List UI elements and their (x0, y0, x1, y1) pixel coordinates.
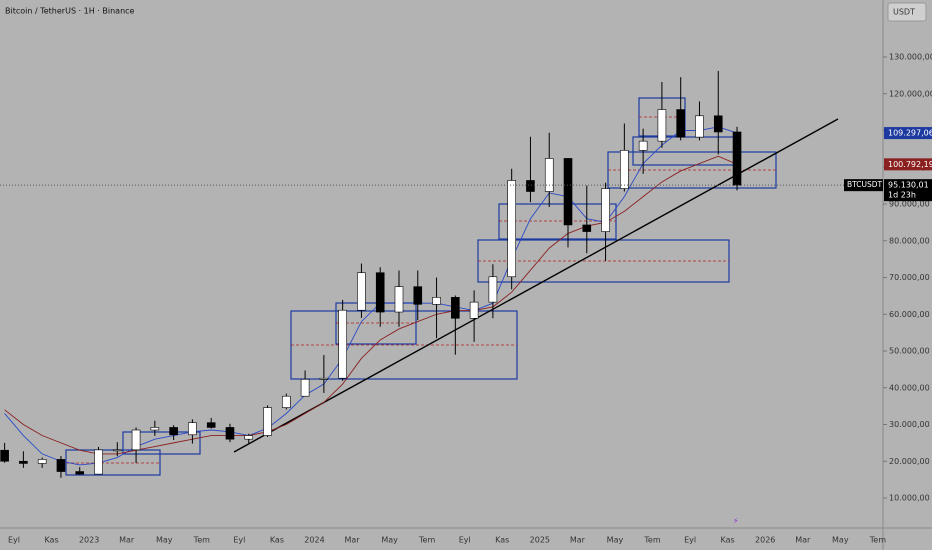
candle-body (300, 378, 310, 397)
symbol-tag (844, 179, 883, 192)
currency-label[interactable]: USDT (893, 8, 915, 17)
chart-title: Bitcoin / TetherUS · 1H · Binance (5, 7, 135, 16)
candle-body (620, 150, 629, 189)
candle-body (282, 395, 291, 408)
y-tick-label: 130.000,00 (889, 53, 932, 62)
y-tick-label: 20.000,00 (889, 457, 930, 466)
x-tick-label: Kas (495, 536, 509, 545)
candle-body (488, 276, 498, 303)
candle-body (263, 407, 272, 436)
y-tick-label: 90.000,00 (889, 200, 930, 209)
candle-body (544, 158, 554, 192)
x-tick-label: Tem (193, 536, 210, 545)
candle-body (338, 309, 347, 379)
candle-body (0, 449, 9, 462)
candle-body (206, 422, 216, 428)
x-tick-label: Mar (795, 536, 811, 545)
x-tick-label: 2024 (304, 536, 324, 545)
x-tick-label: Kas (270, 536, 284, 545)
price-tag (884, 127, 932, 140)
candle-body (244, 435, 254, 440)
symbol-label: BTCUSDT (847, 180, 883, 189)
x-tick-label: Kas (44, 536, 58, 545)
x-tick-label: Tem (418, 536, 435, 545)
candle-body (657, 109, 667, 142)
x-tick-label: 2026 (755, 536, 775, 545)
x-tick-label: Mar (119, 536, 135, 545)
x-tick-label: Eyl (233, 536, 245, 545)
x-tick-label: 2023 (79, 536, 99, 545)
candle-body (375, 272, 385, 313)
candle-body (56, 459, 66, 472)
y-tick-label: 40.000,00 (889, 383, 930, 392)
price-tag (884, 158, 932, 171)
candle-body (319, 377, 329, 380)
candle-body (676, 109, 685, 138)
candle-body (638, 140, 648, 151)
candle-body (94, 449, 103, 475)
candle-body (732, 131, 742, 186)
x-tick-label: Tem (643, 536, 660, 545)
candle-body (357, 272, 366, 311)
candle-body (394, 286, 404, 313)
price-tag-label: 100.792,19 (888, 160, 932, 169)
x-tick-label: Mar (570, 536, 586, 545)
candle-body (451, 297, 460, 319)
countdown: 1d 23h (888, 191, 916, 200)
candle-body (169, 427, 178, 436)
moving-average (4, 155, 738, 455)
x-tick-label: Mar (344, 536, 360, 545)
y-tick-label: 30.000,00 (889, 420, 930, 429)
x-tick-label: 2025 (530, 536, 550, 545)
candle-body (695, 115, 704, 138)
x-tick-label: Eyl (684, 536, 696, 545)
candle-body (131, 429, 141, 451)
candle-body (526, 180, 535, 192)
candle-body (507, 180, 516, 278)
x-tick-label: May (381, 536, 398, 545)
x-tick-label: Eyl (8, 536, 20, 545)
candle-body (225, 427, 235, 440)
x-tick-label: Eyl (459, 536, 471, 545)
candle-body (188, 422, 197, 436)
candle-body (713, 115, 723, 133)
event-icon[interactable]: ⚡ (733, 517, 739, 526)
y-tick-label: 120.000,00 (889, 89, 932, 98)
candle-body (112, 449, 122, 452)
price-tag-label: 109.297,06 (888, 129, 932, 138)
x-tick-label: Tem (869, 536, 886, 545)
currency-button[interactable] (887, 2, 927, 22)
x-tick-label: May (156, 536, 173, 545)
price-tag-label: 95.130,01 (888, 181, 929, 190)
price-tag (884, 179, 932, 202)
x-tick-label: Kas (721, 536, 735, 545)
y-tick-label: 70.000,00 (889, 273, 930, 282)
candle-body (469, 301, 479, 319)
candle-body (150, 427, 160, 431)
y-tick-label: 10.000,00 (889, 494, 930, 503)
candle-body (413, 286, 423, 305)
candle-body (432, 297, 441, 305)
x-tick-label: May (832, 536, 849, 545)
candle-body (563, 158, 573, 226)
candle-body (601, 188, 610, 232)
y-tick-label: 80.000,00 (889, 236, 930, 245)
y-tick-label: 50.000,00 (889, 347, 930, 356)
candle-body (19, 460, 28, 464)
plot (0, 70, 742, 478)
candle-body (582, 224, 592, 232)
candle-body (75, 471, 85, 475)
candle-body (37, 459, 47, 464)
y-tick-label: 60.000,00 (889, 310, 930, 319)
x-tick-label: May (607, 536, 624, 545)
